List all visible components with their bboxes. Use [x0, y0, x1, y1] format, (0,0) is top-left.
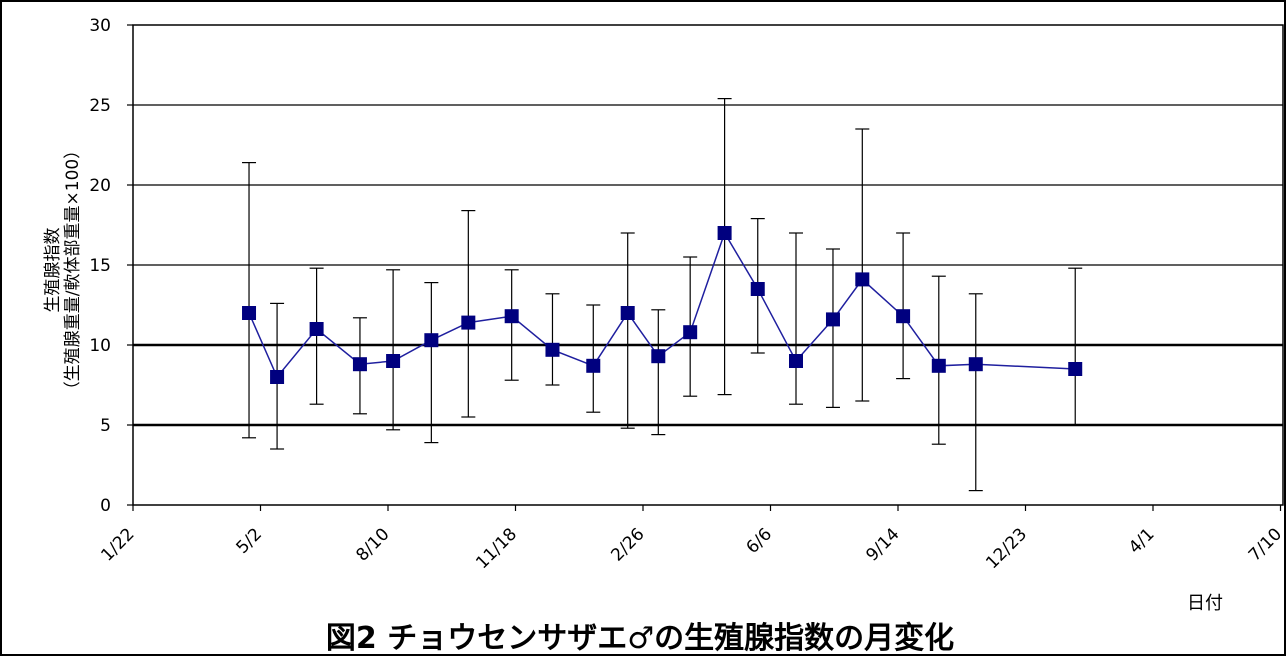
- data-point: [352, 357, 367, 372]
- data-point: [309, 322, 324, 336]
- y-tick-label: 0: [100, 496, 111, 516]
- data-point: [242, 306, 257, 320]
- y-axis-label-sub: （生殖腺重量/軟体部重量×100）: [63, 142, 83, 398]
- data-point: [825, 312, 840, 327]
- data-point: [504, 309, 519, 324]
- y-tick-label: 20: [89, 176, 111, 196]
- data-markers: [242, 226, 1083, 384]
- data-point: [461, 315, 476, 330]
- data-point: [651, 349, 666, 364]
- chart-title: 図2 チョウセンサザエ♂の生殖腺指数の月変化: [326, 621, 954, 656]
- data-point: [424, 333, 439, 348]
- gridlines: [133, 104, 1283, 427]
- data-point: [717, 226, 732, 240]
- data-point: [931, 358, 946, 373]
- x-axis-label: 日付: [1187, 593, 1223, 614]
- y-tick-label: 10: [89, 336, 111, 356]
- y-tick-label: 30: [89, 16, 111, 36]
- data-point: [620, 306, 635, 320]
- y-tick-label: 15: [89, 256, 111, 276]
- data-point: [855, 272, 870, 287]
- data-point: [789, 354, 803, 368]
- y-tick-label: 25: [89, 96, 111, 116]
- data-point: [386, 354, 401, 368]
- data-point: [1068, 362, 1083, 376]
- data-point: [683, 325, 698, 340]
- data-point: [270, 370, 285, 384]
- error-bars: [242, 97, 1083, 492]
- series-line: [248, 231, 1076, 379]
- data-point: [586, 358, 601, 373]
- y-axis-label: 生殖腺指数: [43, 228, 63, 313]
- data-point: [750, 282, 765, 296]
- data-point: [545, 342, 560, 357]
- y-tick-label: 5: [100, 416, 111, 436]
- data-point: [896, 309, 911, 324]
- data-point: [968, 357, 983, 372]
- y-axis: 0 5 10 15 20 25 30: [89, 16, 133, 516]
